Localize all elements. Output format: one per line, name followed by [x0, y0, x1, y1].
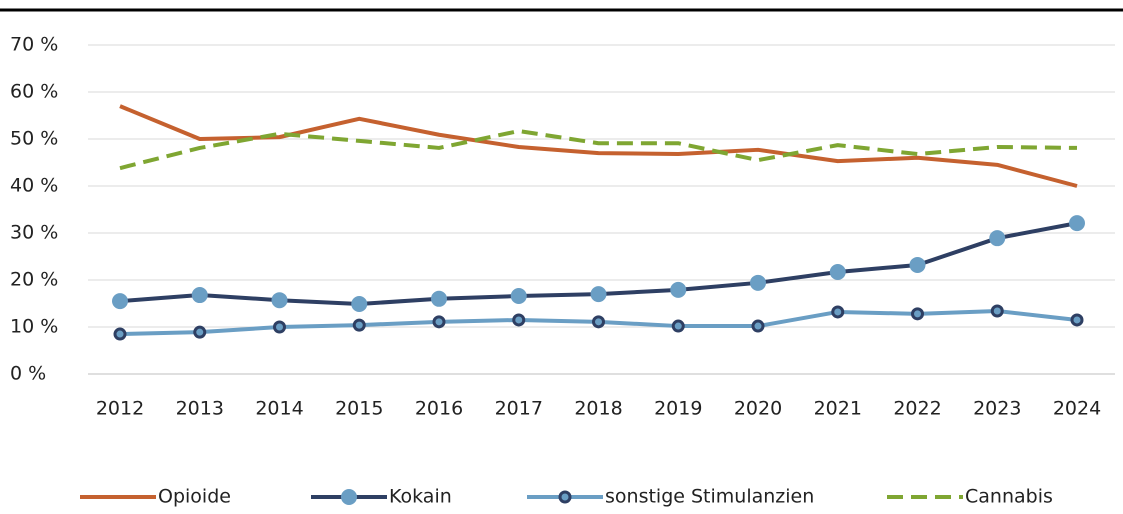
point-marker [273, 320, 286, 334]
x-tick-label: 2021 [814, 398, 862, 420]
point-marker [831, 305, 845, 319]
point-marker [592, 315, 605, 329]
point-marker [432, 315, 446, 329]
x-tick-label: 2015 [335, 398, 383, 420]
legend-label: Opioide [158, 486, 231, 508]
point-marker [271, 292, 288, 309]
y-tick-label: 20 % [10, 269, 58, 291]
point-marker [989, 230, 1006, 247]
x-tick-label: 2019 [654, 398, 702, 420]
x-tick-label: 2014 [255, 398, 303, 420]
point-marker [352, 318, 366, 332]
legend-label: Cannabis [965, 486, 1053, 508]
x-tick-label: 2013 [176, 398, 224, 420]
point-marker [351, 295, 368, 312]
y-tick-label: 0 % [10, 363, 46, 385]
legend-marker [341, 489, 357, 505]
point-marker [829, 264, 846, 281]
y-tick-label: 30 % [10, 222, 58, 244]
point-marker [909, 256, 926, 273]
point-marker [113, 327, 127, 341]
y-tick-label: 10 % [10, 316, 58, 338]
point-marker [590, 286, 607, 303]
legend-label: Kokain [389, 486, 452, 508]
point-marker [911, 307, 924, 321]
x-tick-label: 2018 [574, 398, 622, 420]
point-marker [191, 287, 208, 304]
point-marker [1070, 313, 1084, 327]
legend-label: sonstige Stimulanzien [605, 486, 814, 508]
point-marker [510, 287, 527, 304]
x-tick-label: 2012 [96, 398, 144, 420]
y-tick-label: 60 % [10, 81, 58, 103]
point-marker [512, 313, 526, 327]
series-line [119, 129, 1078, 171]
x-tick-label: 2022 [893, 398, 941, 420]
point-marker [750, 274, 766, 291]
y-tick-label: 40 % [10, 175, 58, 197]
y-tick-label: 50 % [10, 128, 58, 150]
point-marker [990, 304, 1004, 318]
point-marker [670, 281, 687, 298]
point-marker [671, 319, 685, 333]
x-tick-label: 2023 [973, 398, 1021, 420]
y-tick-label: 70 % [10, 34, 58, 56]
series-line [119, 104, 1078, 188]
x-tick-label: 2024 [1053, 398, 1101, 420]
x-tick-label: 2017 [495, 398, 543, 420]
x-tick-label: 2016 [415, 398, 463, 420]
point-marker [112, 293, 128, 310]
point-marker [1069, 215, 1085, 232]
legend-marker [558, 490, 572, 504]
point-marker [193, 325, 207, 339]
point-marker [431, 290, 447, 307]
x-tick-label: 2020 [734, 398, 782, 420]
point-marker [751, 319, 765, 333]
